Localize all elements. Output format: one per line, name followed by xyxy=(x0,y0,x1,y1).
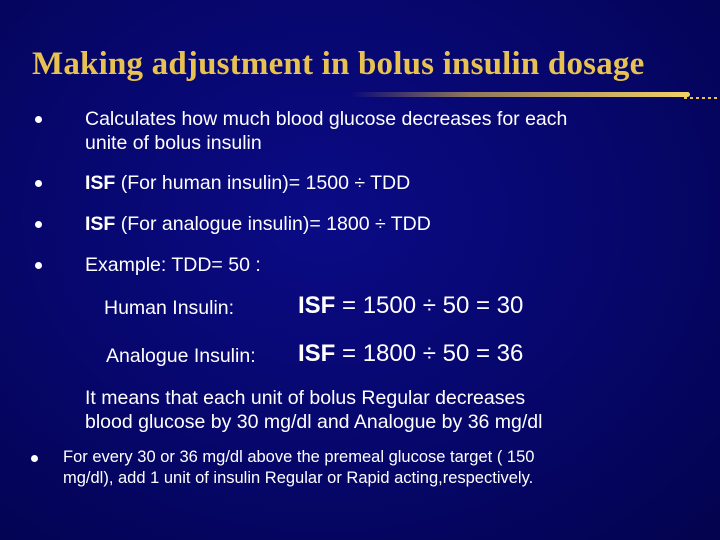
isf-term: ISF xyxy=(85,172,116,194)
bullet-dot xyxy=(35,262,42,269)
human-insulin-equation: ISF = 1500 ÷ 50 = 30 xyxy=(298,294,523,318)
isf-term: ISF xyxy=(298,292,336,319)
isf-term: ISF xyxy=(298,340,336,367)
equation-text: = 1500 ÷ 50 = 30 xyxy=(335,292,524,319)
bullet-2-text: (For human insulin)= 1500 ÷ TDD xyxy=(115,172,411,194)
bullet-dot xyxy=(35,116,42,123)
last-bullet-line-1: For every 30 or 36 mg/dl above the preme… xyxy=(63,448,535,466)
bullet-4-line: Example: TDD= 50 : xyxy=(85,254,261,276)
bullet-1-line-2: unite of bolus insulin xyxy=(85,132,262,154)
analogue-insulin-label: Analogue Insulin: xyxy=(106,345,256,367)
bullet-dot xyxy=(35,180,42,187)
human-insulin-label: Human Insulin: xyxy=(104,297,235,319)
slide-title: Making adjustment in bolus insulin dosag… xyxy=(32,46,645,82)
meaning-line-2: blood glucose by 30 mg/dl and Analogue b… xyxy=(85,411,543,433)
equation-text: = 1800 ÷ 50 = 36 xyxy=(335,340,524,367)
bullet-dot xyxy=(35,221,42,228)
bullet-3-line: ISF (For analogue insulin)= 1800 ÷ TDD xyxy=(85,212,431,236)
analogue-insulin-equation: ISF = 1800 ÷ 50 = 36 xyxy=(298,342,523,366)
meaning-line-1: It means that each unit of bolus Regular… xyxy=(85,387,526,409)
bullet-3-text: (For analogue insulin)= 1800 ÷ TDD xyxy=(115,213,431,235)
isf-term: ISF xyxy=(85,213,116,235)
bullet-2-line: ISF (For human insulin)= 1500 ÷ TDD xyxy=(85,171,410,195)
title-underline-dots xyxy=(684,97,718,99)
title-underline xyxy=(350,92,690,97)
bullet-1-line-1: Calculates how much blood glucose decrea… xyxy=(85,108,568,130)
last-bullet-line-2: mg/dl), add 1 unit of insulin Regular or… xyxy=(63,469,534,487)
bullet-dot xyxy=(31,455,38,462)
